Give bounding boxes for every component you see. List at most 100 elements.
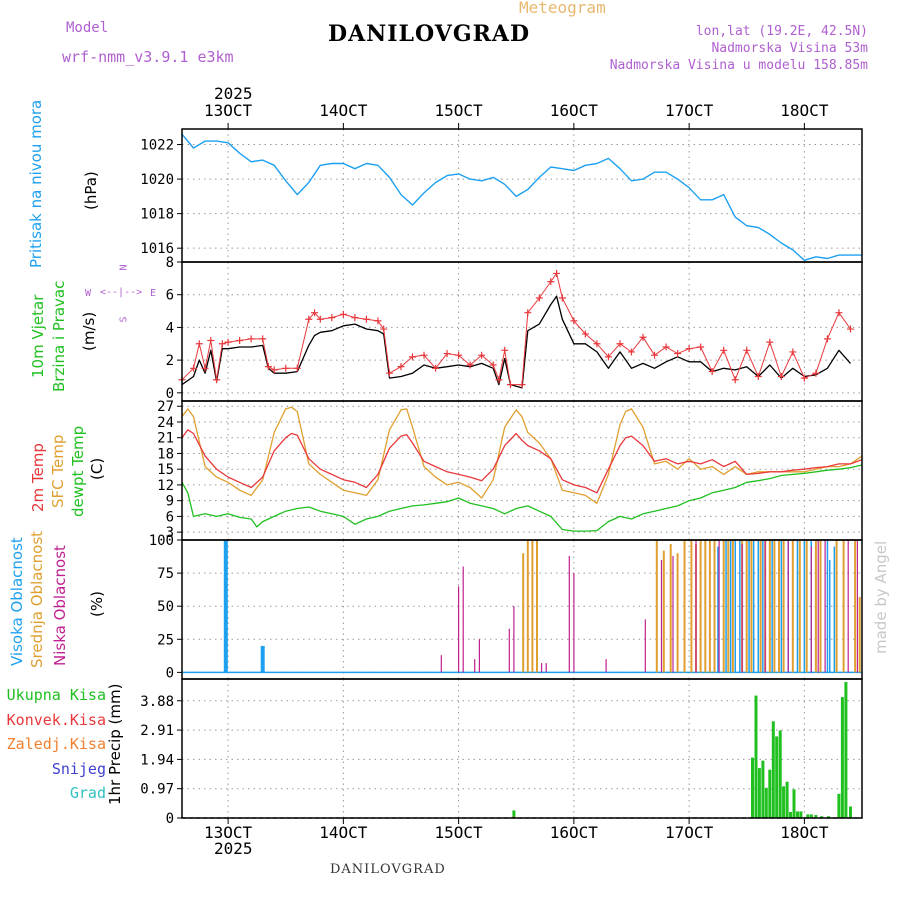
date-label-bottom: 17OCT (665, 823, 714, 842)
precip-total-bar (820, 816, 824, 818)
precip-total-bar (757, 768, 761, 818)
precip-legend-convective: Konvek.Kisa (6, 711, 106, 729)
mid-cloud-bar (782, 540, 785, 673)
mid-cloud-bar (526, 540, 529, 673)
low-cloud-bar (545, 663, 547, 673)
mid-cloud-bar (708, 540, 711, 673)
mid-cloud-bar (731, 540, 734, 673)
precip-total-bar (785, 781, 789, 818)
precip-total-bar (796, 811, 799, 818)
high-cloud-bar (717, 546, 719, 673)
date-label-top: 17OCT (665, 101, 714, 120)
mid-cloud-bar (750, 540, 753, 673)
date-label-top: 18OCT (780, 101, 829, 120)
wind-gust-marker (264, 363, 272, 371)
wind-gust-marker (218, 340, 226, 348)
precip-total-bar (782, 786, 786, 818)
wind-gust-marker (305, 315, 313, 323)
date-label-bottom: 18OCT (780, 823, 829, 842)
high-cloud-bar (757, 540, 759, 673)
model-label: Model (66, 20, 109, 36)
high-cloud-bar (771, 540, 773, 673)
wind-gust-marker (800, 374, 808, 382)
wind-gust-marker (731, 376, 739, 384)
low-cloud-bar (847, 540, 849, 673)
pressure-ytick-label: 1020 (140, 172, 174, 188)
wind-gust-marker (789, 348, 797, 356)
low-cloud-bar (741, 544, 743, 673)
mid-cloud-bar (727, 540, 730, 673)
high-cloud-bar (725, 540, 727, 673)
page-title: DANILOVGRAD (328, 21, 531, 47)
date-label-bottom: 16OCT (550, 823, 599, 842)
low-cloud-bar (568, 555, 570, 673)
precip-legend-total: Ukupna Kisa (6, 686, 106, 704)
precip-total-bar (806, 814, 810, 818)
mid-cloud-bar (759, 540, 762, 673)
wind-gust-marker (236, 336, 244, 344)
precip-ytick-label: 3.88 (140, 694, 174, 710)
wind-gust-marker (282, 364, 290, 372)
precip-total-bar (789, 812, 792, 818)
wind-gust-marker (547, 278, 555, 286)
low-cloud-bar (605, 659, 607, 673)
precip-total-bar (775, 736, 779, 818)
wind-gust-marker (466, 361, 474, 369)
wind-gust-marker (443, 350, 451, 358)
wind-gust-marker (662, 343, 670, 351)
mid-cloud-bar (722, 540, 725, 673)
precip-total-bar (764, 787, 768, 818)
wind-speed-line (181, 295, 851, 389)
precip-total-bar (844, 682, 848, 818)
low-cloud-bar (508, 628, 510, 673)
mid-cloud-bar (676, 553, 679, 673)
sfc-temp-line (181, 406, 863, 504)
temperature-ytick-label: 12 (157, 478, 174, 494)
wind-gust-marker (685, 345, 693, 353)
precip-ytick-label: 1.94 (140, 752, 174, 768)
wind-gust-marker (553, 269, 561, 277)
wind-gust-marker (518, 381, 526, 389)
wind-gust-marker (570, 317, 578, 325)
high-cloud-bar (729, 540, 732, 673)
model-altitude-label: Nadmorska Visina u modelu 158.85m (609, 58, 868, 73)
wind-gust-marker (478, 351, 486, 359)
precip-ytick-label: 2.91 (140, 723, 174, 739)
mid-cloud-bar (778, 540, 780, 673)
wind-ytick-label: 0 (166, 386, 174, 402)
mid-cloud-bar (805, 540, 808, 673)
low-cloud-bar (718, 540, 720, 673)
wind-ytick-label: 8 (166, 255, 174, 271)
clouds-ytick-label: 0 (166, 665, 174, 681)
mid-cloud-bar (854, 540, 857, 673)
wind-gust-marker (190, 364, 198, 372)
high-cloud-bar (762, 540, 764, 673)
wind-gust-marker (743, 346, 751, 354)
compass-rose: N S W E <--|--> (82, 262, 156, 328)
low-cloud-bar (573, 573, 575, 673)
wind-gust-marker (846, 325, 854, 333)
wind-gust-marker (409, 353, 417, 361)
temperature-ytick-label: 3 (166, 525, 174, 541)
wind-gust-marker (835, 309, 843, 317)
low-cloud-bar (810, 546, 812, 673)
wind-gust-marker (766, 338, 774, 346)
low-cloud-bar (824, 540, 826, 673)
wind-gust-marker (604, 353, 612, 361)
pressure-line (181, 133, 862, 261)
wind-gust-marker (385, 369, 393, 377)
precip-total-bar (837, 793, 841, 818)
pressure-ytick-label: 1022 (140, 138, 174, 154)
precip-legend-graupel: Grad (69, 784, 106, 802)
high-cloud-bar (826, 540, 829, 673)
precip-ytick-label: 0 (166, 811, 174, 827)
high-cloud-bar (223, 540, 228, 673)
dewpt-line (181, 464, 863, 532)
high-cloud-bar (739, 540, 741, 673)
precip-total-bar (792, 789, 796, 818)
low-cloud-bar (672, 555, 674, 673)
wind-gust-marker (593, 340, 601, 348)
mid-cloud-bar (814, 540, 817, 673)
wind-ytick-label: 4 (166, 320, 174, 336)
date-label-bottom: 15OCT (435, 823, 484, 842)
